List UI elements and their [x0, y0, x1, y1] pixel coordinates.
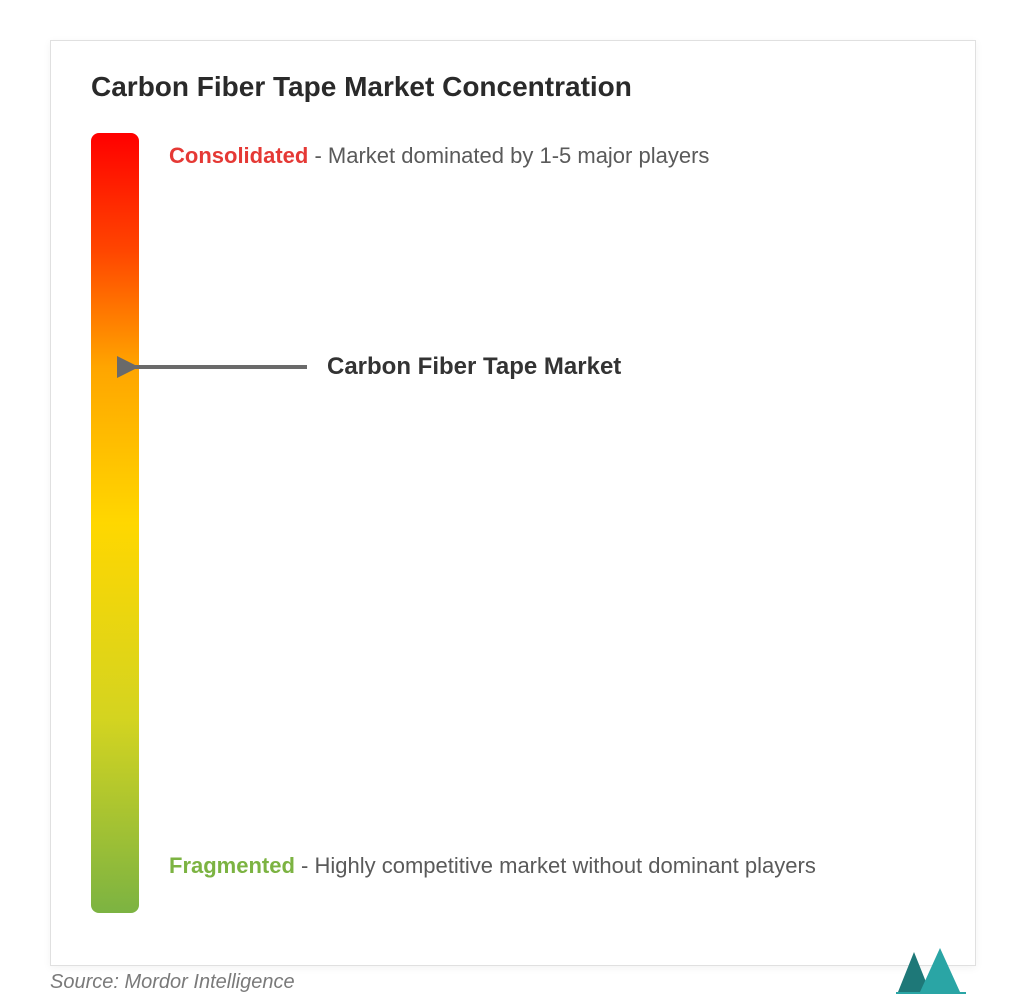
mordor-intelligence-logo-icon: [896, 946, 966, 994]
consolidated-term: Consolidated: [169, 143, 308, 168]
consolidated-description: - Market dominated by 1-5 major players: [314, 143, 709, 168]
consolidated-label-block: Consolidated - Market dominated by 1-5 m…: [169, 138, 709, 173]
chart-container: Carbon Fiber Tape Market Concentration C…: [50, 40, 976, 966]
fragmented-term: Fragmented: [169, 853, 295, 878]
arrow-left-icon: [117, 352, 312, 382]
chart-title: Carbon Fiber Tape Market Concentration: [91, 71, 935, 103]
fragmented-label-block: Fragmented - Highly competitive market w…: [169, 848, 816, 883]
source-attribution: Source: Mordor Intelligence: [50, 971, 295, 994]
labels-area: Consolidated - Market dominated by 1-5 m…: [139, 133, 935, 913]
content-area: Consolidated - Market dominated by 1-5 m…: [91, 133, 935, 913]
footer: Source: Mordor Intelligence: [50, 946, 976, 994]
fragmented-description: - Highly competitive market without domi…: [301, 853, 816, 878]
market-position-marker: Carbon Fiber Tape Market: [139, 352, 621, 382]
concentration-gradient-bar: [91, 133, 139, 913]
market-marker-label: Carbon Fiber Tape Market: [327, 353, 621, 381]
